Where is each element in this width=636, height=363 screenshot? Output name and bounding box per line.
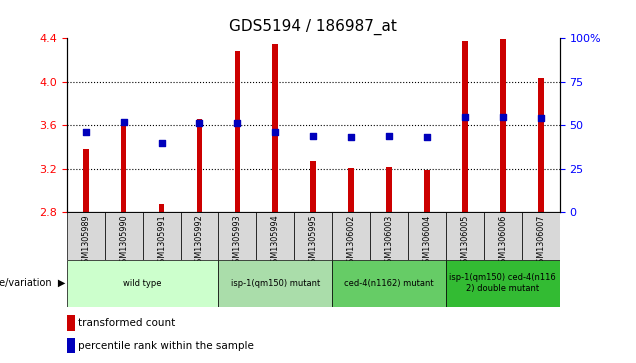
Text: genotype/variation  ▶: genotype/variation ▶ [0, 278, 65, 288]
Bar [218, 212, 256, 260]
Bar [67, 212, 105, 260]
Point [156, 140, 167, 146]
Text: wild type: wild type [123, 279, 162, 287]
Text: GSM1305991: GSM1305991 [157, 215, 166, 268]
Bar [484, 212, 522, 260]
Bar [522, 212, 560, 260]
Text: GSM1306004: GSM1306004 [422, 215, 431, 268]
Point [270, 129, 280, 135]
Point [422, 135, 432, 140]
Bar [142, 212, 181, 260]
Point [384, 133, 394, 139]
Text: GSM1305992: GSM1305992 [195, 215, 204, 269]
Bar [349, 168, 354, 212]
Text: GSM1306003: GSM1306003 [385, 215, 394, 268]
Bar [446, 260, 560, 307]
Bar [256, 212, 294, 260]
Text: GSM1306002: GSM1306002 [347, 215, 356, 268]
Text: GSM1306006: GSM1306006 [499, 215, 508, 268]
Point [232, 121, 242, 126]
Bar [181, 212, 218, 260]
Bar [67, 260, 218, 307]
Bar [272, 44, 278, 212]
Bar [462, 41, 467, 212]
Bar [83, 149, 88, 212]
Bar [121, 123, 127, 212]
Text: percentile rank within the sample: percentile rank within the sample [78, 341, 254, 351]
Bar [67, 338, 75, 354]
Bar [310, 161, 316, 212]
Bar [386, 167, 392, 212]
Bar [446, 212, 484, 260]
Text: GSM1305990: GSM1305990 [119, 215, 128, 268]
Bar [370, 212, 408, 260]
Text: isp-1(qm150) ced-4(n116
2) double mutant: isp-1(qm150) ced-4(n116 2) double mutant [450, 273, 556, 293]
Bar [538, 78, 544, 212]
Bar [332, 260, 446, 307]
Point [308, 133, 319, 139]
Text: GSM1306005: GSM1306005 [460, 215, 469, 268]
Bar [197, 119, 202, 212]
Point [536, 115, 546, 121]
Title: GDS5194 / 186987_at: GDS5194 / 186987_at [230, 19, 397, 35]
Point [195, 121, 205, 126]
Point [346, 135, 356, 140]
Text: GSM1305995: GSM1305995 [308, 215, 318, 269]
Bar [67, 315, 75, 331]
Text: GSM1305989: GSM1305989 [81, 215, 90, 268]
Bar [159, 204, 165, 212]
Bar [500, 39, 506, 212]
Bar [105, 212, 142, 260]
Point [118, 119, 128, 125]
Text: GSM1306007: GSM1306007 [536, 215, 545, 268]
Text: ced-4(n1162) mutant: ced-4(n1162) mutant [344, 279, 434, 287]
Text: isp-1(qm150) mutant: isp-1(qm150) mutant [231, 279, 320, 287]
Bar [332, 212, 370, 260]
Point [81, 129, 91, 135]
Bar [408, 212, 446, 260]
Bar [218, 260, 332, 307]
Text: transformed count: transformed count [78, 318, 175, 328]
Bar [235, 51, 240, 212]
Text: GSM1305994: GSM1305994 [271, 215, 280, 268]
Bar [424, 170, 430, 212]
Point [460, 114, 470, 119]
Point [498, 114, 508, 119]
Text: GSM1305993: GSM1305993 [233, 215, 242, 268]
Bar [294, 212, 332, 260]
